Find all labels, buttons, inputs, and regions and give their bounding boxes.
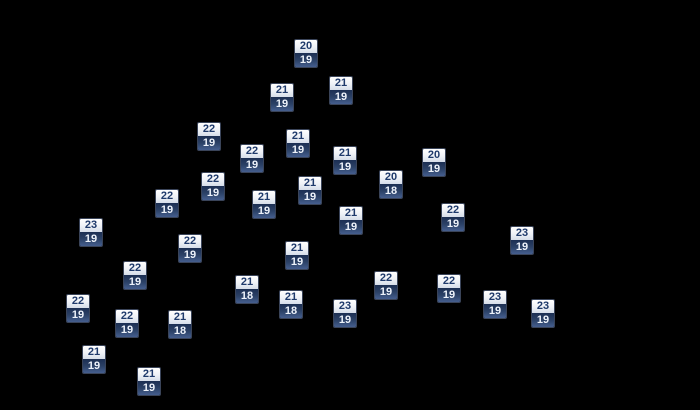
temperature-marker[interactable]: 21 18 <box>235 275 259 304</box>
high-temp-value: 21 <box>340 207 362 220</box>
temperature-marker[interactable]: 20 19 <box>294 39 318 68</box>
temperature-marker[interactable]: 22 19 <box>201 172 225 201</box>
temperature-marker[interactable]: 21 19 <box>252 190 276 219</box>
high-temp-value: 23 <box>532 300 554 313</box>
low-temp-value: 18 <box>169 324 191 338</box>
temperature-marker[interactable]: 22 19 <box>441 203 465 232</box>
temperature-marker[interactable]: 22 19 <box>374 271 398 300</box>
low-temp-value: 19 <box>484 304 506 318</box>
low-temp-value: 19 <box>423 162 445 176</box>
temperature-marker[interactable]: 21 19 <box>298 176 322 205</box>
temperature-marker[interactable]: 23 19 <box>333 299 357 328</box>
low-temp-value: 19 <box>375 285 397 299</box>
temperature-marker[interactable]: 21 19 <box>285 241 309 270</box>
temperature-marker[interactable]: 21 19 <box>333 146 357 175</box>
low-temp-value: 18 <box>280 304 302 318</box>
high-temp-value: 23 <box>511 227 533 240</box>
temperature-marker[interactable]: 21 19 <box>137 367 161 396</box>
high-temp-value: 21 <box>169 311 191 324</box>
low-temp-value: 19 <box>438 288 460 302</box>
high-temp-value: 22 <box>442 204 464 217</box>
temperature-marker[interactable]: 22 19 <box>437 274 461 303</box>
high-temp-value: 22 <box>179 235 201 248</box>
low-temp-value: 19 <box>202 186 224 200</box>
low-temp-value: 19 <box>295 53 317 67</box>
low-temp-value: 19 <box>287 143 309 157</box>
low-temp-value: 19 <box>334 313 356 327</box>
temperature-marker[interactable]: 23 19 <box>483 290 507 319</box>
high-temp-value: 20 <box>380 171 402 184</box>
temperature-marker[interactable]: 21 18 <box>168 310 192 339</box>
temperature-marker[interactable]: 22 19 <box>240 144 264 173</box>
low-temp-value: 19 <box>271 97 293 111</box>
temperature-marker[interactable]: 22 19 <box>155 189 179 218</box>
temperature-marker[interactable]: 21 19 <box>329 76 353 105</box>
low-temp-value: 19 <box>340 220 362 234</box>
high-temp-value: 22 <box>124 262 146 275</box>
high-temp-value: 21 <box>253 191 275 204</box>
high-temp-value: 21 <box>138 368 160 381</box>
low-temp-value: 19 <box>83 359 105 373</box>
temperature-marker[interactable]: 21 18 <box>279 290 303 319</box>
low-temp-value: 19 <box>124 275 146 289</box>
high-temp-value: 22 <box>67 295 89 308</box>
low-temp-value: 19 <box>67 308 89 322</box>
temperature-marker[interactable]: 21 19 <box>339 206 363 235</box>
temperature-marker[interactable]: 21 19 <box>286 129 310 158</box>
low-temp-value: 19 <box>80 232 102 246</box>
high-temp-value: 23 <box>484 291 506 304</box>
high-temp-value: 21 <box>334 147 356 160</box>
temperature-marker[interactable]: 23 19 <box>510 226 534 255</box>
low-temp-value: 19 <box>241 158 263 172</box>
temperature-marker[interactable]: 22 19 <box>197 122 221 151</box>
high-temp-value: 20 <box>423 149 445 162</box>
high-temp-value: 22 <box>438 275 460 288</box>
high-temp-value: 21 <box>287 130 309 143</box>
temperature-marker[interactable]: 20 19 <box>422 148 446 177</box>
high-temp-value: 22 <box>156 190 178 203</box>
low-temp-value: 19 <box>286 255 308 269</box>
low-temp-value: 18 <box>380 184 402 198</box>
high-temp-value: 22 <box>375 272 397 285</box>
low-temp-value: 19 <box>442 217 464 231</box>
low-temp-value: 19 <box>179 248 201 262</box>
high-temp-value: 21 <box>286 242 308 255</box>
high-temp-value: 20 <box>295 40 317 53</box>
low-temp-value: 19 <box>138 381 160 395</box>
high-temp-value: 22 <box>202 173 224 186</box>
high-temp-value: 21 <box>299 177 321 190</box>
low-temp-value: 18 <box>236 289 258 303</box>
low-temp-value: 19 <box>511 240 533 254</box>
high-temp-value: 22 <box>116 310 138 323</box>
high-temp-value: 21 <box>271 84 293 97</box>
temperature-marker[interactable]: 20 18 <box>379 170 403 199</box>
temperature-marker[interactable]: 21 19 <box>270 83 294 112</box>
low-temp-value: 19 <box>253 204 275 218</box>
low-temp-value: 19 <box>532 313 554 327</box>
temperature-marker[interactable]: 23 19 <box>79 218 103 247</box>
low-temp-value: 19 <box>330 90 352 104</box>
high-temp-value: 21 <box>280 291 302 304</box>
high-temp-value: 23 <box>80 219 102 232</box>
temperature-marker[interactable]: 23 19 <box>531 299 555 328</box>
low-temp-value: 19 <box>334 160 356 174</box>
low-temp-value: 19 <box>299 190 321 204</box>
temperature-marker[interactable]: 22 19 <box>178 234 202 263</box>
high-temp-value: 22 <box>198 123 220 136</box>
temperature-marker[interactable]: 22 19 <box>115 309 139 338</box>
low-temp-value: 19 <box>198 136 220 150</box>
temperature-marker[interactable]: 22 19 <box>123 261 147 290</box>
temperature-marker[interactable]: 22 19 <box>66 294 90 323</box>
low-temp-value: 19 <box>116 323 138 337</box>
temperature-marker[interactable]: 21 19 <box>82 345 106 374</box>
low-temp-value: 19 <box>156 203 178 217</box>
high-temp-value: 21 <box>236 276 258 289</box>
high-temp-value: 22 <box>241 145 263 158</box>
high-temp-value: 21 <box>330 77 352 90</box>
high-temp-value: 23 <box>334 300 356 313</box>
high-temp-value: 21 <box>83 346 105 359</box>
